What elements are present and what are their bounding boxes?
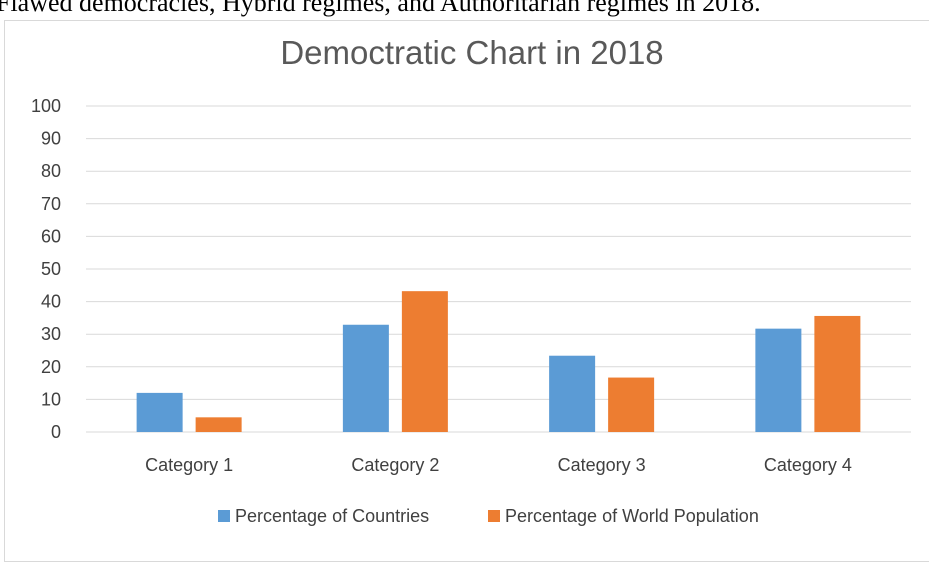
x-axis-tick-labels: Category 1 Category 2 Category 3 Category 4 — [145, 455, 852, 475]
x-tick-label: Category 2 — [351, 455, 439, 475]
bar-population-4 — [814, 315, 861, 432]
y-tick-label: 20 — [41, 357, 61, 377]
y-tick-label: 90 — [41, 129, 61, 149]
legend: Percentage of Countries Percentage of Wor… — [218, 506, 759, 526]
y-tick-label: 60 — [41, 226, 61, 246]
y-tick-label: 80 — [41, 161, 61, 181]
bar-population-2 — [401, 291, 448, 432]
legend-label: Percentage of Countries — [235, 506, 429, 526]
document-caption: Flawed democracies, Hybrid regimes, and … — [0, 0, 761, 17]
legend-swatch — [218, 510, 230, 522]
bar-chart: Democtratic Chart in 2018 0 10 20 30 40 50 60 7… — [31, 34, 911, 526]
bar-countries-2 — [342, 324, 389, 432]
y-tick-label: 30 — [41, 324, 61, 344]
bars — [136, 291, 861, 432]
bar-population-3 — [608, 377, 655, 432]
x-tick-label: Category 4 — [764, 455, 852, 475]
y-tick-label: 100 — [31, 96, 61, 116]
y-tick-label: 70 — [41, 194, 61, 214]
bar-population-1 — [195, 417, 242, 432]
bar-countries-3 — [549, 355, 596, 432]
legend-label: Percentage of World Population — [505, 506, 759, 526]
legend-swatch — [488, 510, 500, 522]
y-tick-label: 10 — [41, 389, 61, 409]
chart-title: Democtratic Chart in 2018 — [280, 34, 663, 71]
bar-countries-1 — [136, 392, 183, 432]
x-tick-label: Category 1 — [145, 455, 233, 475]
y-tick-label: 50 — [41, 259, 61, 279]
x-tick-label: Category 3 — [558, 455, 646, 475]
y-tick-label: 40 — [41, 292, 61, 312]
bar-countries-4 — [755, 328, 802, 432]
y-axis-tick-labels: 0 10 20 30 40 50 60 70 80 90 100 — [31, 96, 61, 442]
gridlines — [86, 105, 911, 433]
y-tick-label: 0 — [51, 422, 61, 442]
